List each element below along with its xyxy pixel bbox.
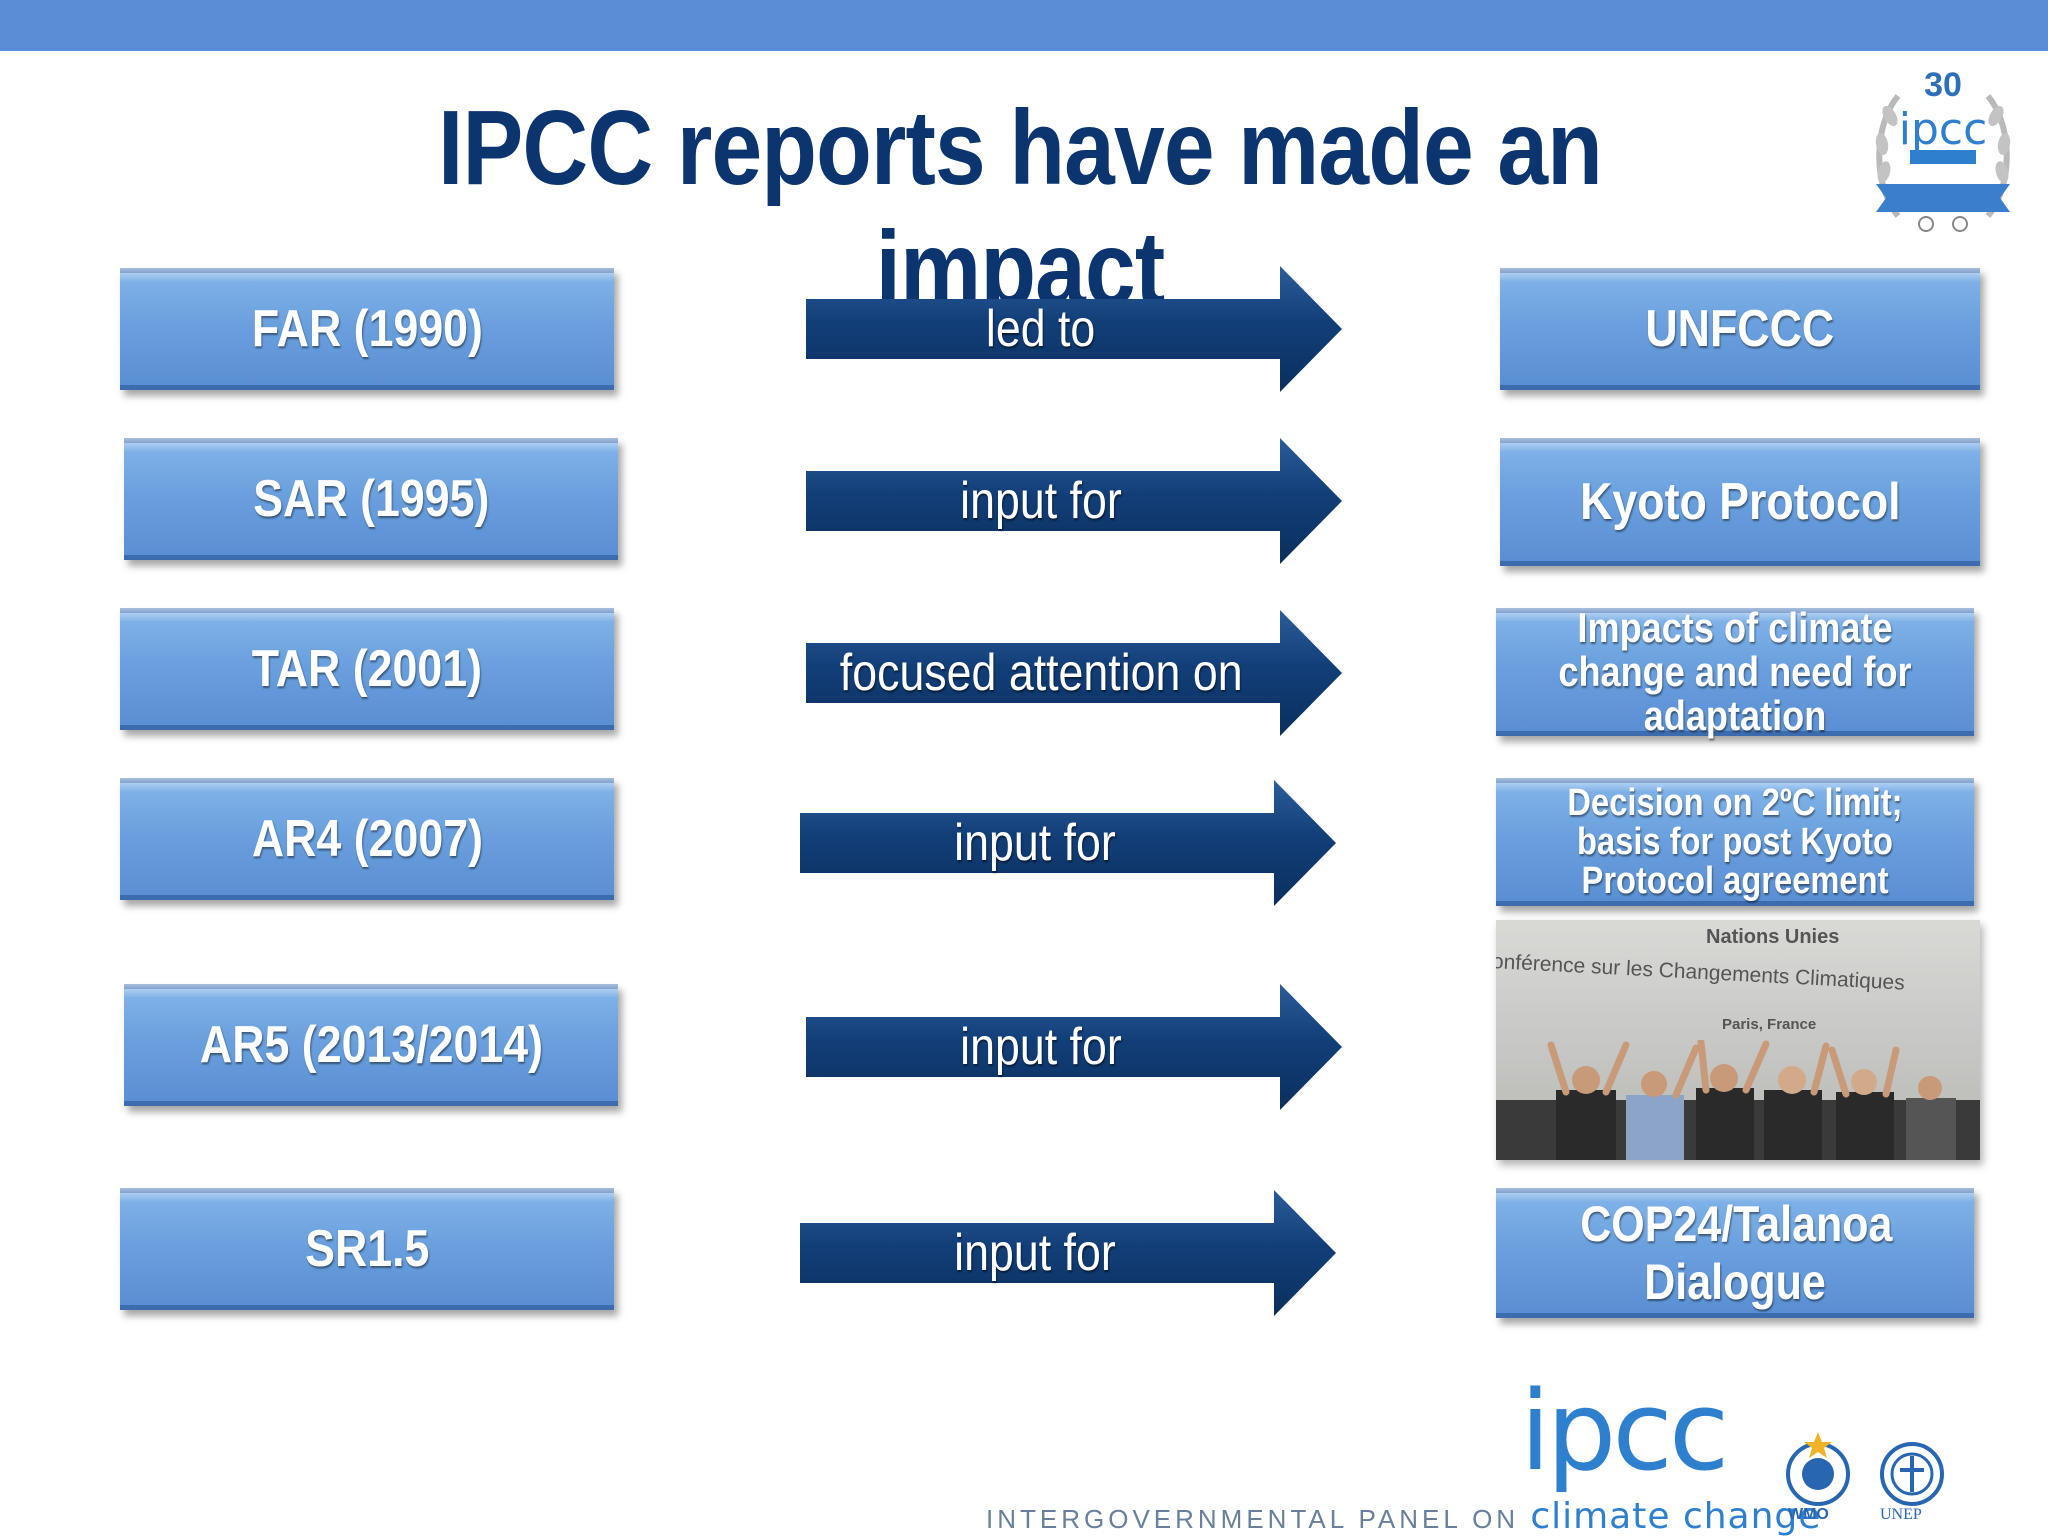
badge-number: 30 [1924,66,1962,104]
wmo-label: WMO [1788,1506,1829,1523]
arrow-shape [806,266,1342,392]
outcome-box-2c-limit: Decision on 2ºC limit; basis for post Ky… [1496,778,1974,906]
unep-label: UNEP [1880,1506,1922,1523]
relation-label: led to [986,300,1096,358]
arrow-shape [806,438,1342,564]
outcome-label: Kyoto Protocol [1579,473,1901,531]
outcome-label: COP24/Talanoa Dialogue [1580,1196,1893,1310]
relation-label: focused attention on [839,644,1243,702]
ipcc-footer-logo: ipcc [1520,1367,1729,1495]
relation-arrow: led to [806,266,1342,392]
relation-arrow: input for [800,1190,1336,1316]
arrow-shape [800,1190,1336,1316]
photo-crowd [1496,1040,1980,1160]
arrow-shape [800,780,1336,906]
paris-cop21-photo: Nations Unies onférence sur les Changeme… [1496,920,1980,1160]
relation-arrow: input for [806,438,1342,564]
report-box-sr15: SR1.5 [120,1188,614,1310]
ipcc-30-badge-logo: 30 ipcc [1875,66,2011,232]
arrow-shape [806,610,1342,736]
relation-label: input for [954,814,1116,872]
photo-text-paris: Paris, France [1722,1016,1817,1033]
relation-label: input for [954,1224,1116,1282]
outcome-label: Decision on 2ºC limit; basis for post Ky… [1567,781,1903,902]
outcome-label: Impacts of climate change and need for a… [1558,604,1912,739]
relation-arrow: input for [800,780,1336,906]
outcome-box-kyoto: Kyoto Protocol [1500,438,1980,566]
report-box-ar4: AR4 (2007) [120,778,614,900]
report-label: SR1.5 [304,1220,430,1278]
relation-label: input for [960,1018,1122,1076]
outcome-box-adaptation: Impacts of climate change and need for a… [1496,604,1974,739]
slide-title: IPCC reports have made an impact [438,89,1603,328]
report-box-tar: TAR (2001) [120,608,614,730]
panel-text: INTERGOVERNMENTAL PANEL ON [986,1504,1520,1534]
report-label: TAR (2001) [251,640,483,698]
relation-arrow: input for [806,984,1342,1110]
report-box-sar: SAR (1995) [124,438,618,560]
top-accent-bar [0,0,2048,51]
ipcc-footer-tagline: INTERGOVERNMENTAL PANEL ON climate chang… [986,1496,1821,1537]
outcome-label: UNFCCC [1645,300,1835,358]
relation-arrow: focused attention on [806,610,1342,736]
report-label: AR4 (2007) [251,810,483,868]
report-box-far: FAR (1990) [120,268,614,390]
outcome-box-cop24: COP24/Talanoa Dialogue [1496,1188,1974,1318]
relation-label: input for [960,472,1122,530]
climate-change-text: climate change [1530,1496,1822,1537]
unep-emblem-icon [1880,1442,1944,1506]
photo-text-nations: Nations Unies [1706,926,1840,948]
photo-text-conference: onférence sur les Changements Climatique… [1496,950,1906,995]
outcome-box-unfccc: UNFCCC [1500,268,1980,390]
arrow-shape [806,984,1342,1110]
report-label: SAR (1995) [252,470,490,528]
badge-name: ipcc [1899,104,1988,155]
report-box-ar5: AR5 (2013/2014) [124,984,618,1106]
report-label: FAR (1990) [251,300,483,358]
wmo-emblem-icon [1786,1432,1850,1506]
report-label: AR5 (2013/2014) [199,1016,543,1074]
